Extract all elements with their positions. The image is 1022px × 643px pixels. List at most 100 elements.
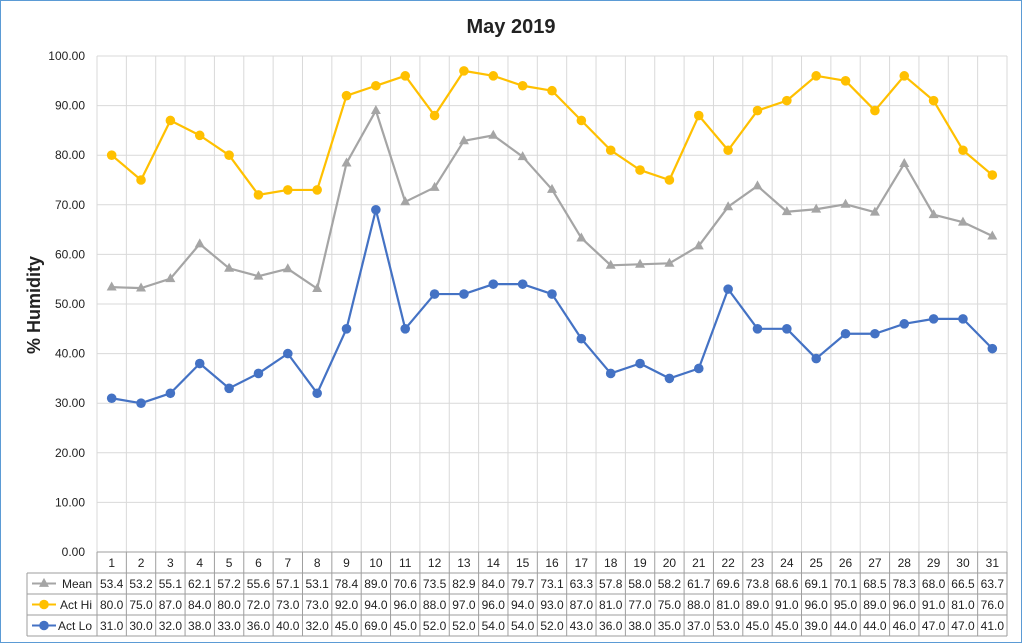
point-act-lo-marker bbox=[136, 398, 146, 409]
data-cell-mean: 68.6 bbox=[775, 577, 799, 591]
data-cell-act-hi: 96.0 bbox=[893, 598, 917, 612]
data-cell-mean: 53.2 bbox=[129, 577, 153, 591]
point-act-hi-marker bbox=[752, 105, 763, 116]
data-cell-mean: 68.0 bbox=[922, 577, 946, 591]
x-tick-label: 2 bbox=[138, 556, 145, 570]
point-act-hi-marker bbox=[899, 71, 910, 81]
x-tick-label: 6 bbox=[255, 556, 262, 570]
point-act-lo-marker bbox=[899, 319, 910, 329]
data-cell-act-lo: 37.0 bbox=[687, 619, 711, 633]
point-mean-marker bbox=[899, 158, 910, 168]
x-tick-label: 20 bbox=[663, 556, 677, 570]
point-act-hi-marker bbox=[224, 150, 234, 160]
x-tick-label: 22 bbox=[721, 556, 735, 570]
x-tick-label: 11 bbox=[399, 556, 412, 570]
point-act-lo-marker bbox=[840, 328, 851, 339]
point-act-hi-marker bbox=[371, 80, 381, 91]
x-tick-label: 24 bbox=[780, 556, 794, 570]
y-tick-label: 90.00 bbox=[55, 99, 85, 113]
data-cell-act-lo: 69.0 bbox=[364, 619, 388, 633]
point-act-hi-marker bbox=[782, 95, 792, 106]
point-act-hi-marker bbox=[341, 90, 352, 101]
data-cell-act-hi: 94.0 bbox=[364, 598, 388, 612]
point-mean-marker bbox=[136, 282, 147, 292]
data-cell-mean: 79.7 bbox=[511, 577, 535, 591]
point-mean-marker bbox=[576, 232, 587, 242]
x-tick-label: 30 bbox=[956, 556, 970, 570]
point-act-lo-marker bbox=[547, 289, 557, 299]
data-cell-mean: 78.4 bbox=[335, 577, 359, 591]
point-act-hi-marker bbox=[870, 105, 880, 116]
data-cell-mean: 53.1 bbox=[305, 577, 329, 591]
point-act-hi-marker bbox=[194, 130, 205, 141]
data-cell-mean: 78.3 bbox=[893, 577, 917, 591]
data-table: 1 2 3 4 5 6 7 8 9 10 11 12 13 14 15 16 17 18 19 20 21 22 23 24 2… bbox=[26, 551, 1008, 637]
data-cell-mean: 82.9 bbox=[452, 577, 476, 591]
data-cell-act-hi: 81.0 bbox=[951, 598, 975, 612]
y-tick-label: 60.00 bbox=[55, 247, 85, 261]
data-cell-act-lo: 30.0 bbox=[129, 619, 153, 633]
x-tick-label: 18 bbox=[604, 556, 618, 570]
point-act-lo-marker bbox=[693, 363, 704, 374]
point-act-hi-marker bbox=[165, 115, 176, 126]
point-mean-marker bbox=[341, 157, 352, 167]
data-cell-act-lo: 45.0 bbox=[394, 619, 418, 633]
data-cell-mean: 73.5 bbox=[423, 577, 447, 591]
x-tick-label: 13 bbox=[457, 556, 471, 570]
data-cell-act-lo: 46.0 bbox=[893, 619, 917, 633]
point-act-lo-marker bbox=[870, 328, 880, 339]
data-cell-mean: 66.5 bbox=[951, 577, 975, 591]
legend-act-hi-marker bbox=[39, 599, 49, 610]
point-act-lo-marker bbox=[341, 324, 352, 334]
data-cell-act-hi: 81.0 bbox=[599, 598, 623, 612]
legend-label-act-lo: Act Lo bbox=[58, 619, 92, 633]
data-cell-act-lo: 47.0 bbox=[922, 619, 946, 633]
data-cell-act-hi: 84.0 bbox=[188, 598, 212, 612]
data-cell-mean: 55.1 bbox=[159, 577, 183, 591]
series-act-lo bbox=[106, 204, 998, 409]
data-cell-act-hi: 75.0 bbox=[658, 598, 682, 612]
point-mean-marker bbox=[370, 104, 381, 114]
data-cell-act-lo: 35.0 bbox=[658, 619, 682, 633]
point-act-lo-marker bbox=[605, 368, 616, 379]
y-axis-label: % Humidity bbox=[24, 256, 44, 354]
point-act-hi-marker bbox=[253, 190, 264, 200]
point-act-hi-marker bbox=[400, 71, 411, 81]
data-cell-act-hi: 96.0 bbox=[482, 598, 506, 612]
data-cell-mean: 70.6 bbox=[394, 577, 418, 591]
data-cell-mean: 58.2 bbox=[658, 577, 682, 591]
y-tick-label: 80.00 bbox=[55, 148, 85, 162]
series-act-hi bbox=[106, 66, 998, 200]
x-tick-label: 7 bbox=[284, 556, 291, 570]
point-mean-marker bbox=[429, 181, 440, 191]
point-act-lo-marker bbox=[928, 314, 939, 324]
x-tick-label: 3 bbox=[167, 556, 174, 570]
data-cell-act-hi: 87.0 bbox=[570, 598, 594, 612]
x-tick-label: 26 bbox=[839, 556, 853, 570]
point-act-lo-marker bbox=[723, 284, 733, 294]
point-act-lo-marker bbox=[194, 358, 205, 369]
point-act-lo-marker bbox=[165, 388, 176, 399]
y-tick-label: 10.00 bbox=[55, 495, 85, 509]
point-mean-marker bbox=[547, 183, 557, 193]
gridlines bbox=[96, 55, 1008, 553]
data-cell-mean: 62.1 bbox=[188, 577, 212, 591]
data-cell-act-lo: 52.0 bbox=[540, 619, 564, 633]
point-act-hi-marker bbox=[576, 115, 587, 126]
point-mean-marker bbox=[869, 206, 880, 216]
data-cell-act-lo: 52.0 bbox=[452, 619, 476, 633]
data-cell-mean: 73.1 bbox=[540, 577, 564, 591]
x-tick-label: 23 bbox=[751, 556, 765, 570]
data-cell-act-lo: 33.0 bbox=[217, 619, 241, 633]
data-cell-act-hi: 88.0 bbox=[423, 598, 447, 612]
data-cell-act-hi: 88.0 bbox=[687, 598, 711, 612]
x-tick-label: 5 bbox=[226, 556, 233, 570]
data-cell-act-hi: 75.0 bbox=[129, 598, 153, 612]
x-tick-label: 25 bbox=[810, 556, 824, 570]
data-cell-act-lo: 45.0 bbox=[746, 619, 770, 633]
series-mean bbox=[106, 104, 998, 293]
point-act-lo-marker bbox=[576, 333, 587, 344]
point-act-lo-marker bbox=[400, 324, 411, 334]
point-act-lo-marker bbox=[752, 324, 763, 334]
point-act-hi-marker bbox=[429, 110, 440, 121]
